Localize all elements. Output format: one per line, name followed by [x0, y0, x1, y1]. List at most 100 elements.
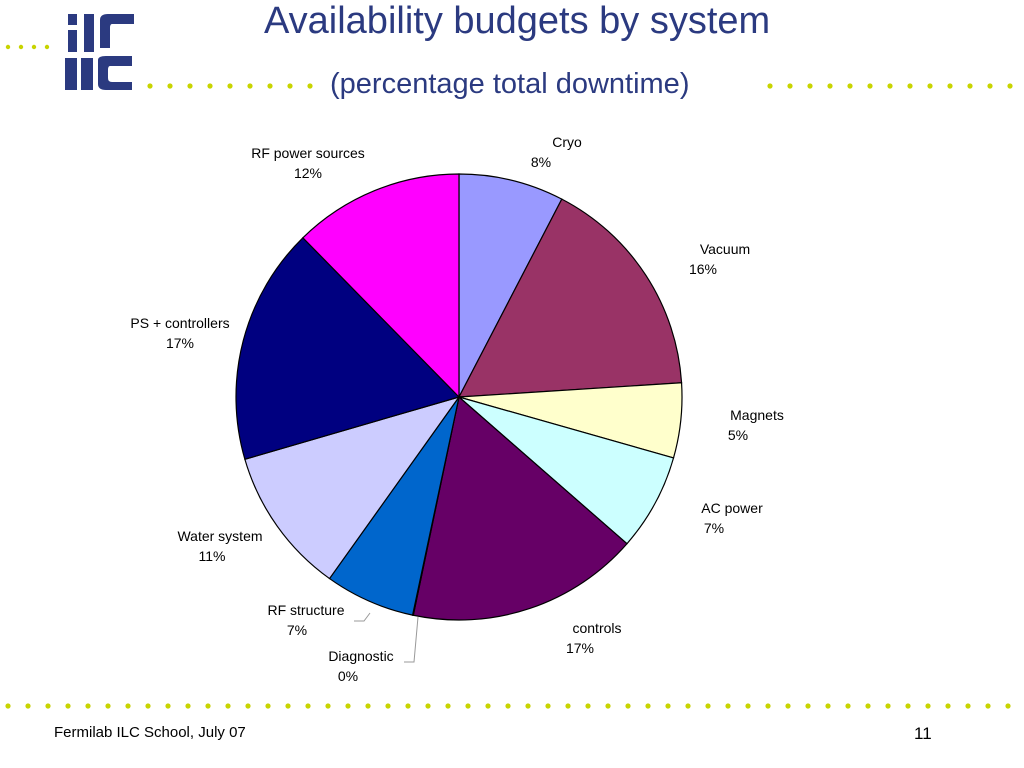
slice-label: Vacuum [700, 241, 750, 257]
dot [887, 83, 893, 89]
dot [585, 703, 591, 709]
dot [965, 703, 971, 709]
slide-subtitle: (percentage total downtime) [330, 68, 690, 100]
dot [405, 703, 411, 709]
dot [25, 703, 31, 709]
dot [785, 703, 791, 709]
leader-line-rf-structure [354, 612, 371, 622]
dot [645, 703, 651, 709]
dot [307, 83, 313, 89]
dot [18, 44, 24, 50]
slice-percent: 0% [338, 668, 358, 684]
slice-percent: 16% [689, 261, 717, 277]
dot [44, 44, 50, 50]
dot [265, 703, 271, 709]
slice-percent: 17% [166, 335, 194, 351]
dot [227, 83, 233, 89]
dot [187, 83, 193, 89]
dot [325, 703, 331, 709]
ilc-logo [65, 14, 134, 90]
dot [225, 703, 231, 709]
dot [425, 703, 431, 709]
slice-percent: 11% [199, 548, 226, 564]
pie-slice-water-system [244, 395, 461, 580]
dot [867, 83, 873, 89]
dot [385, 703, 391, 709]
pie-slice-cryo [458, 173, 563, 398]
leader-line-diagnostic [404, 616, 419, 663]
dot [167, 83, 173, 89]
dot [465, 703, 471, 709]
slice-label: controls [572, 620, 621, 636]
slice-label: RF power sources [251, 145, 365, 161]
pie-slice-ps-controllers [235, 236, 461, 461]
dot [685, 703, 691, 709]
slice-percent: 12% [294, 165, 322, 181]
dot [927, 83, 933, 89]
dot [767, 83, 773, 89]
dot [205, 703, 211, 709]
dot [845, 703, 851, 709]
dot [967, 83, 973, 89]
dot [907, 83, 913, 89]
dot [207, 83, 213, 89]
dot [147, 83, 153, 89]
dot [565, 703, 571, 709]
dot [85, 703, 91, 709]
dot [525, 703, 531, 709]
dot [625, 703, 631, 709]
dot [145, 703, 151, 709]
dot [485, 703, 491, 709]
dot [665, 703, 671, 709]
pie-slice-vacuum [457, 198, 683, 398]
dot [65, 703, 71, 709]
dot [305, 703, 311, 709]
dot [985, 703, 991, 709]
dot [105, 703, 111, 709]
dot [807, 83, 813, 89]
page-number: 11 [914, 724, 932, 743]
dot [725, 703, 731, 709]
dot [287, 83, 293, 89]
footer-event-text: Fermilab ILC School, July 07 [54, 724, 246, 741]
dot [505, 703, 511, 709]
dot [1007, 83, 1013, 89]
dot [445, 703, 451, 709]
dot [165, 703, 171, 709]
dot [865, 703, 871, 709]
slice-percent: 7% [704, 520, 724, 536]
slice-percent: 8% [531, 154, 551, 170]
dot [245, 703, 251, 709]
slice-label: Magnets [730, 407, 784, 423]
slide-title: Availability budgets by system [264, 0, 771, 42]
dot [805, 703, 811, 709]
dot [925, 703, 931, 709]
pie-slice-rf-power-sources [302, 173, 460, 399]
slice-percent: 5% [728, 427, 748, 443]
dot [945, 703, 951, 709]
slice-label: Water system [177, 528, 262, 544]
slice-label: AC power [701, 500, 763, 516]
slice-label: Diagnostic [328, 648, 393, 664]
dot [605, 703, 611, 709]
dot [45, 703, 51, 709]
slice-percent: 17% [566, 640, 594, 656]
dot [825, 703, 831, 709]
dot [545, 703, 551, 709]
dot [285, 703, 291, 709]
dot [1005, 703, 1011, 709]
pie-slice-controls [412, 395, 628, 621]
dot [31, 44, 37, 50]
dot [705, 703, 711, 709]
dot [365, 703, 371, 709]
dot [905, 703, 911, 709]
dot [5, 44, 11, 50]
slice-label: RF structure [267, 602, 344, 618]
dot [185, 703, 191, 709]
dot [787, 83, 793, 89]
dot [847, 83, 853, 89]
dot [827, 83, 833, 89]
decorative-dot-row-top [5, 44, 1013, 89]
dot [947, 83, 953, 89]
